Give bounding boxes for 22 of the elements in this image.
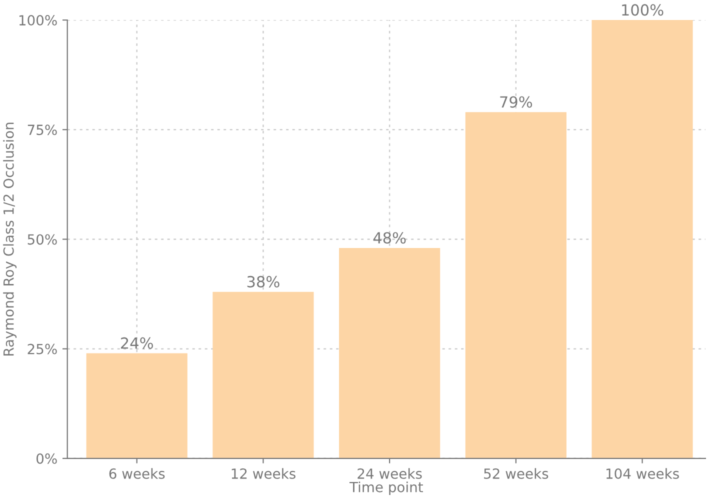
data-label: 24% [120,337,153,349]
y-tick-label: 100% [19,15,57,26]
y-tick-label: 50% [28,234,57,245]
y-tick-label: 25% [28,344,57,354]
x-axis-title: Time point [349,482,423,496]
y-tick-label: 75% [28,124,57,136]
data-label: 79% [500,96,532,108]
bar [212,292,314,458]
x-tick-label: 6 weeks [109,468,165,479]
x-tick-label: 24 weeks [358,468,422,479]
data-label: 48% [373,232,406,244]
data-label: 100% [622,4,664,16]
y-tick-label: 0% [36,453,57,464]
x-tick-label: 52 weeks [484,468,548,479]
bar [592,20,693,458]
y-axis-title: Raymond Roy Class 1/2 Occlusion [3,122,17,356]
bar [465,112,566,458]
x-tick-label: 104 weeks [606,468,679,479]
x-tick-label: 12 weeks [232,468,296,479]
bar [86,353,188,458]
data-label: 38% [247,276,280,288]
bar [339,248,440,458]
